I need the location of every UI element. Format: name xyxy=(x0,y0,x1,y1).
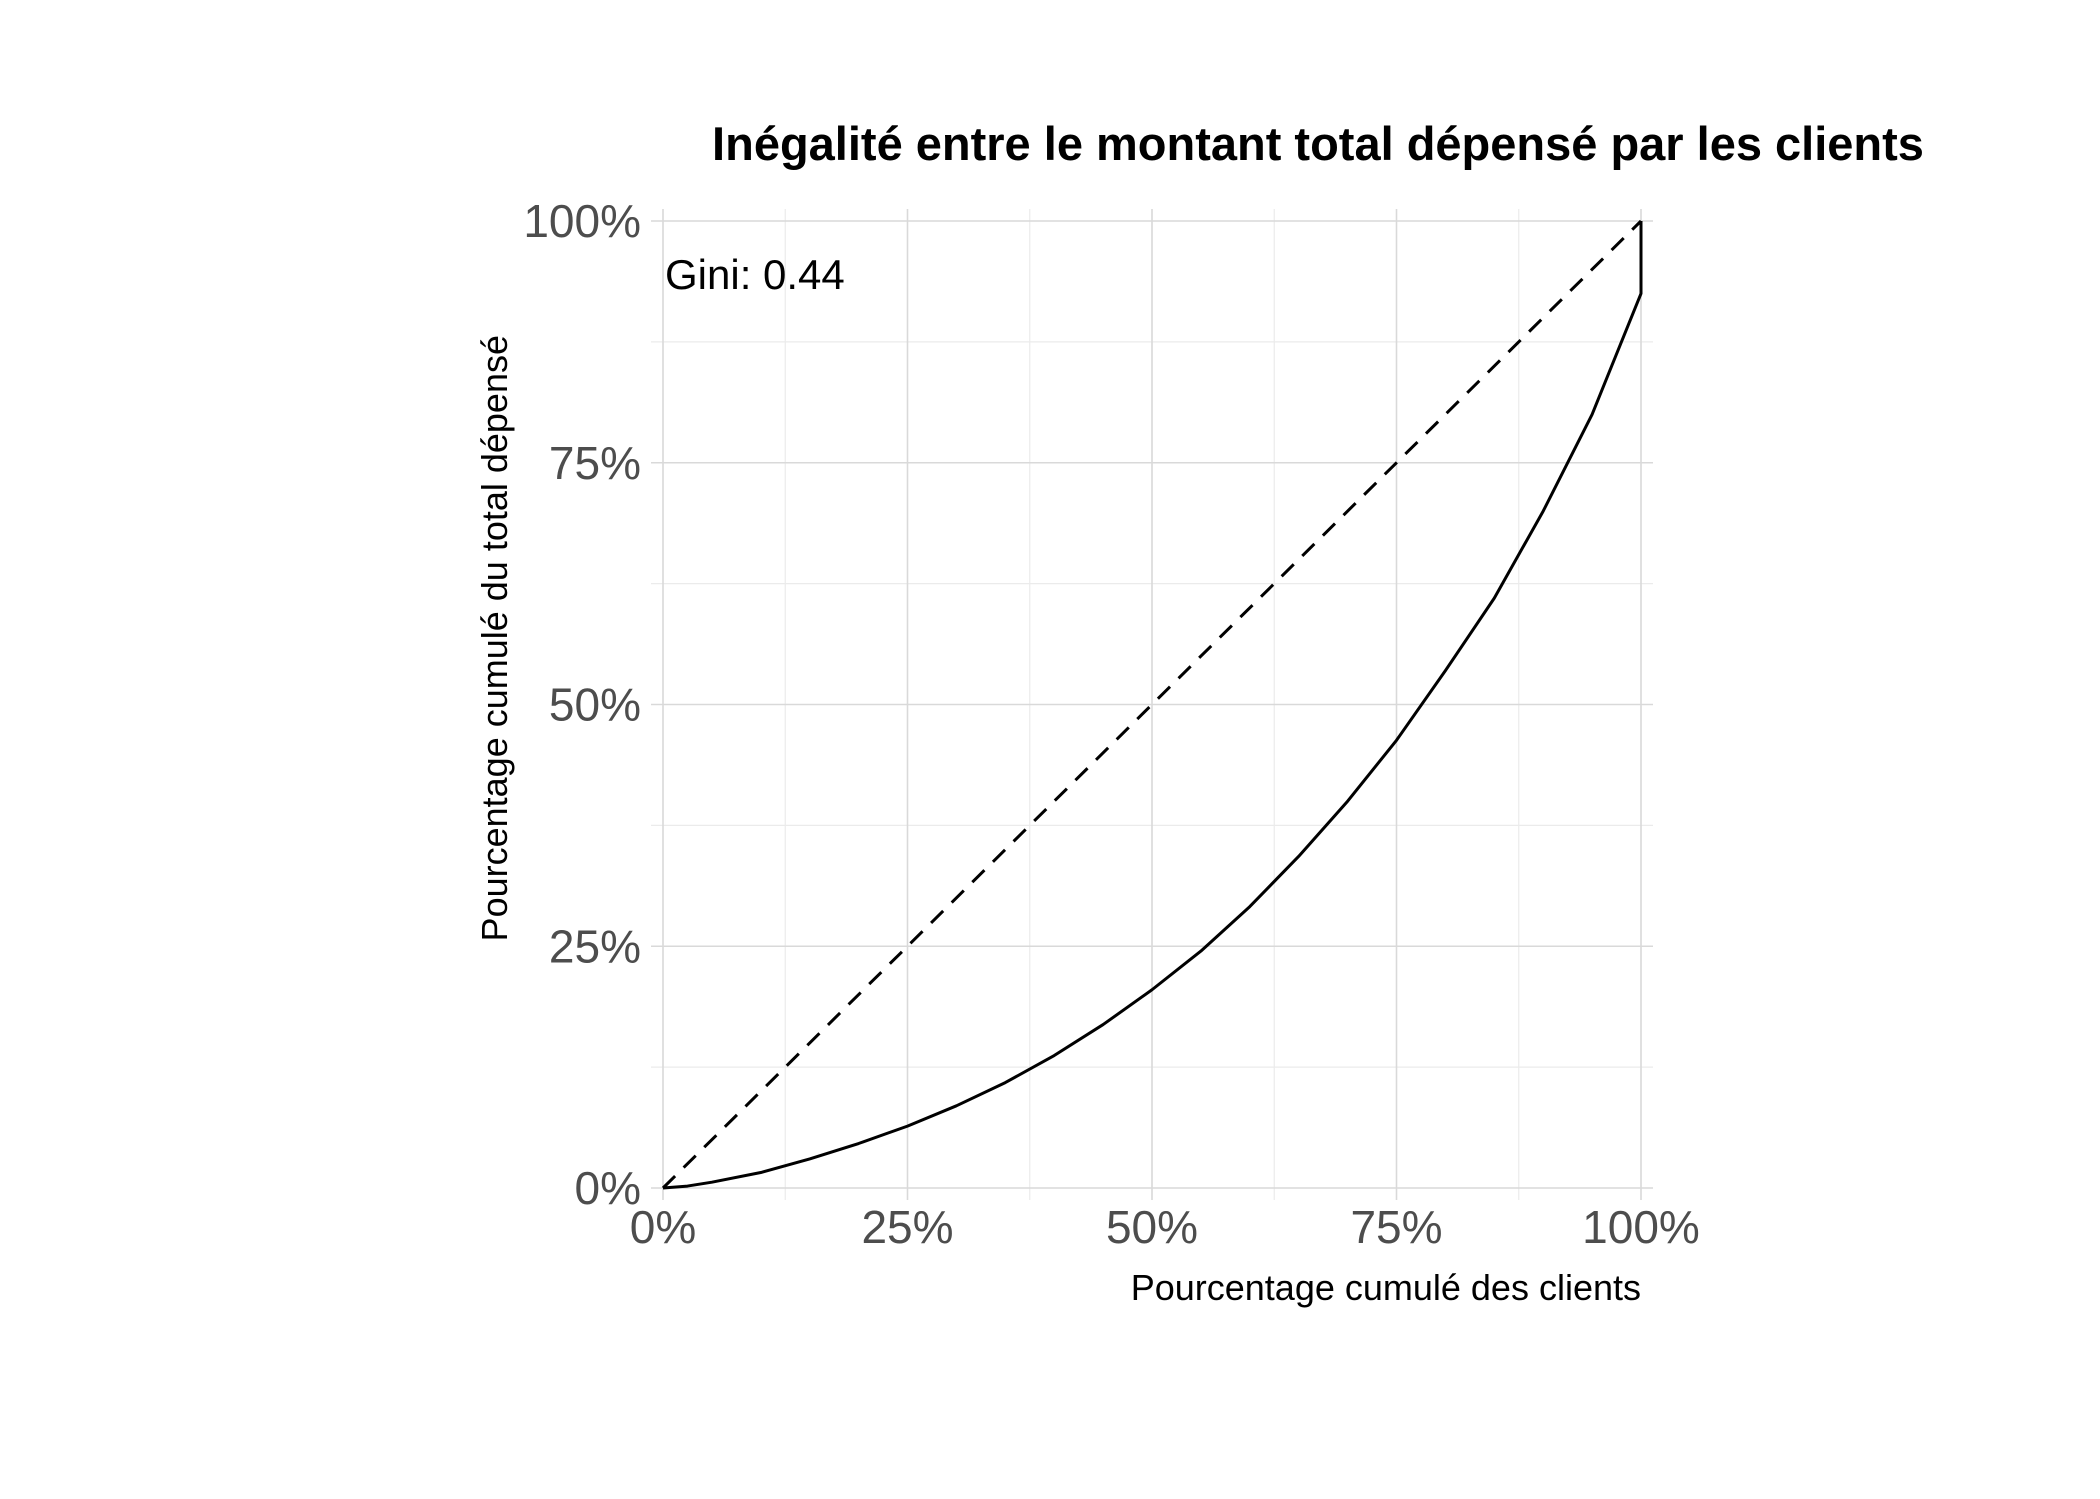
x-tick-label: 25% xyxy=(861,1201,953,1253)
y-tick-label: 75% xyxy=(549,437,641,489)
x-tick-label: 0% xyxy=(630,1201,696,1253)
x-axis-title: Pourcentage cumulé des clients xyxy=(1131,1267,1641,1308)
y-tick-label: 50% xyxy=(549,679,641,731)
gini-annotation: Gini: 0.44 xyxy=(665,251,845,298)
x-tick-label: 100% xyxy=(1582,1201,1700,1253)
equality-line xyxy=(661,219,1643,1190)
x-tick-label: 75% xyxy=(1350,1201,1442,1253)
series-layer xyxy=(661,219,1643,1190)
y-tick-label: 100% xyxy=(523,195,641,247)
lorenz-curve xyxy=(662,221,1643,1190)
chart-title: Inégalité entre le montant total dépensé… xyxy=(712,117,1924,170)
y-axis-title: Pourcentage cumulé du total dépensé xyxy=(474,335,515,941)
y-tick-label: 0% xyxy=(575,1162,641,1214)
y-tick-label: 25% xyxy=(549,920,641,972)
x-tick-label: 50% xyxy=(1106,1201,1198,1253)
grid xyxy=(651,209,1653,1200)
tick-labels: 0% 25% 50% 75% 100% 0% 25% 50% 75% 100% xyxy=(523,195,1699,1253)
